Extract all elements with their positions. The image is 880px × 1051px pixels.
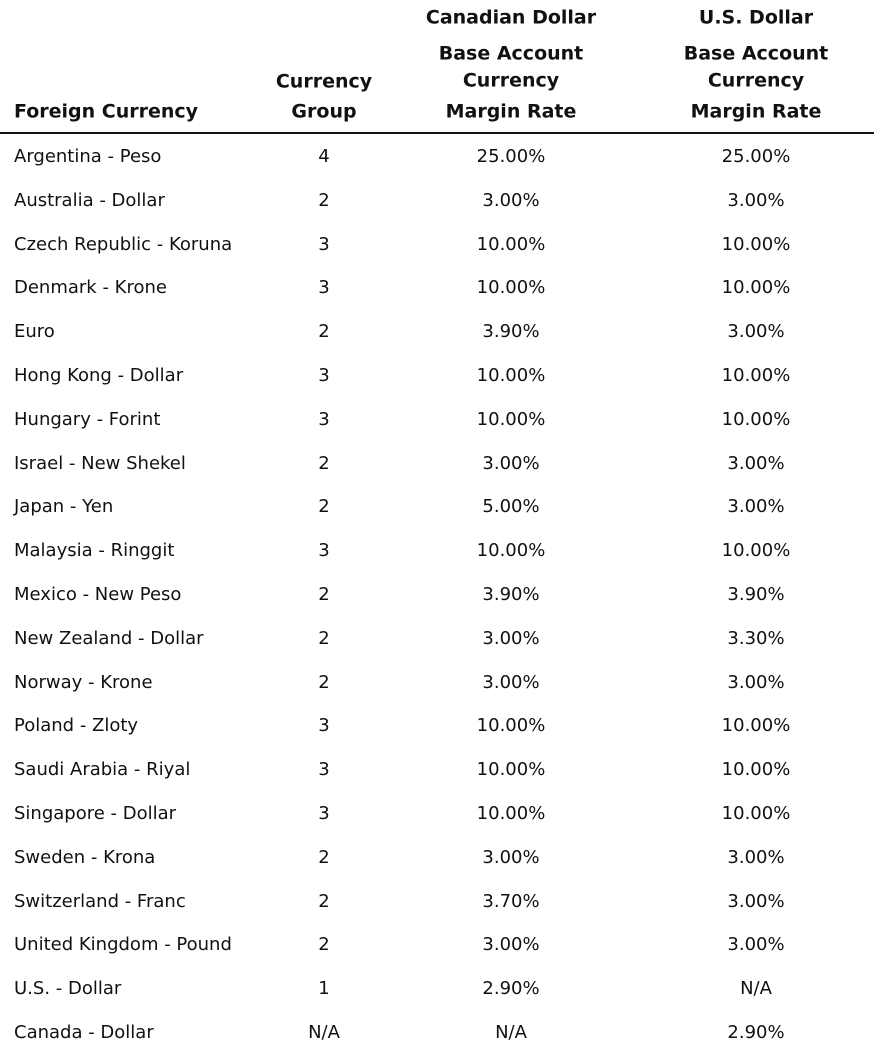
currency-name: Australia - Dollar: [14, 189, 165, 211]
currency-group: 3: [318, 715, 330, 737]
group-header: U.S. Dollar: [698, 6, 814, 29]
usd-margin-rate: 3.00%: [727, 890, 785, 912]
column-header: Foreign Currency: [14, 100, 199, 123]
cad-margin-rate: 2.90%: [482, 978, 540, 1000]
cad-margin-rate: 5.00%: [482, 496, 540, 518]
usd-margin-rate: 3.00%: [727, 189, 785, 211]
currency-name: U.S. - Dollar: [14, 978, 122, 1000]
column-header: Currency: [462, 69, 560, 92]
currency-group: 3: [318, 365, 330, 386]
usd-margin-rate: 3.00%: [727, 671, 785, 693]
cad-margin-rate: 10.00%: [476, 408, 546, 430]
currency-group: 3: [318, 233, 330, 255]
column-header: Margin Rate: [690, 100, 822, 123]
currency-name: Canada - Dollar: [14, 1022, 154, 1043]
cad-margin-rate: N/A: [495, 1022, 527, 1043]
currency-group: 3: [318, 759, 330, 781]
usd-margin-rate: 3.00%: [727, 496, 785, 518]
cad-margin-rate: 3.00%: [482, 934, 540, 956]
currency-group: 2: [318, 846, 330, 868]
cad-margin-rate: 10.00%: [476, 759, 546, 781]
cad-margin-rate: 10.00%: [476, 277, 546, 299]
cad-margin-rate: 3.90%: [482, 321, 540, 343]
usd-margin-rate: 10.00%: [721, 277, 791, 299]
currency-name: Israel - New Shekel: [14, 452, 186, 474]
currency-name: Saudi Arabia - Riyal: [14, 759, 191, 781]
cad-margin-rate: 3.00%: [482, 452, 540, 474]
usd-margin-rate: 10.00%: [721, 365, 791, 386]
currency-group: 2: [318, 452, 330, 474]
currency-group: 2: [318, 890, 330, 912]
usd-margin-rate: 10.00%: [721, 759, 791, 781]
currency-group: 2: [318, 496, 330, 518]
currency-group: 3: [318, 803, 330, 824]
column-header: Group: [291, 100, 357, 123]
cad-margin-rate: 3.90%: [482, 584, 540, 605]
cad-margin-rate: 3.00%: [482, 671, 540, 693]
currency-group: 2: [318, 189, 330, 211]
currency-name: United Kingdom - Pound: [14, 934, 232, 956]
currency-name: Malaysia - Ringgit: [14, 540, 175, 562]
cad-margin-rate: 3.00%: [482, 846, 540, 868]
currency-name: Poland - Zloty: [14, 715, 139, 737]
cad-margin-rate: 10.00%: [476, 365, 546, 386]
currency-group: 1: [318, 978, 330, 1000]
currency-group: 2: [318, 627, 330, 649]
currency-name: Norway - Krone: [14, 671, 153, 693]
cad-margin-rate: 10.00%: [476, 233, 546, 255]
currency-name: Denmark - Krone: [14, 277, 167, 299]
cad-margin-rate: 3.00%: [482, 189, 540, 211]
cad-margin-rate: 3.70%: [482, 890, 540, 912]
cad-margin-rate: 25.00%: [476, 146, 546, 167]
currency-group: 2: [318, 671, 330, 693]
cad-margin-rate: 3.00%: [482, 627, 540, 649]
usd-margin-rate: 3.00%: [727, 452, 785, 474]
usd-margin-rate: N/A: [740, 978, 772, 1000]
currency-group: 3: [318, 408, 330, 430]
currency-group: N/A: [308, 1022, 340, 1043]
currency-name: Mexico - New Peso: [14, 584, 182, 605]
currency-name: Japan - Yen: [14, 496, 114, 518]
usd-margin-rate: 3.00%: [727, 934, 785, 956]
currency-name: Czech Republic - Koruna: [14, 233, 233, 255]
currency-name: Euro: [14, 321, 55, 343]
usd-margin-rate: 2.90%: [727, 1022, 785, 1043]
usd-margin-rate: 3.30%: [727, 627, 785, 649]
usd-margin-rate: 25.00%: [721, 146, 791, 167]
usd-margin-rate: 10.00%: [721, 233, 791, 255]
column-header: Base Account: [438, 42, 584, 65]
currency-group: 3: [318, 277, 330, 299]
column-header: Margin Rate: [445, 100, 577, 123]
currency-name: New Zealand - Dollar: [14, 627, 204, 649]
currency-group: 3: [318, 540, 330, 562]
currency-name: Singapore - Dollar: [14, 803, 177, 824]
usd-margin-rate: 3.00%: [727, 321, 785, 343]
currency-name: Switzerland - Franc: [14, 890, 186, 912]
column-header: Currency: [707, 69, 805, 92]
currency-group: 2: [318, 934, 330, 956]
currency-name: Hong Kong - Dollar: [14, 365, 184, 386]
column-header: Currency: [275, 70, 373, 93]
currency-name: Sweden - Krona: [14, 846, 156, 868]
currency-name: Hungary - Forint: [14, 408, 161, 430]
usd-margin-rate: 10.00%: [721, 803, 791, 824]
usd-margin-rate: 3.90%: [727, 584, 785, 605]
column-header: Base Account: [683, 42, 829, 65]
cad-margin-rate: 10.00%: [476, 715, 546, 737]
usd-margin-rate: 3.00%: [727, 846, 785, 868]
cad-margin-rate: 10.00%: [476, 803, 546, 824]
usd-margin-rate: 10.00%: [721, 540, 791, 562]
currency-name: Argentina - Peso: [14, 146, 162, 167]
header-rule: [0, 132, 874, 134]
group-header: Canadian Dollar: [425, 6, 597, 29]
usd-margin-rate: 10.00%: [721, 715, 791, 737]
currency-group: 2: [318, 584, 330, 605]
currency-group: 2: [318, 321, 330, 343]
cad-margin-rate: 10.00%: [476, 540, 546, 562]
usd-margin-rate: 10.00%: [721, 408, 791, 430]
currency-group: 4: [318, 146, 330, 167]
